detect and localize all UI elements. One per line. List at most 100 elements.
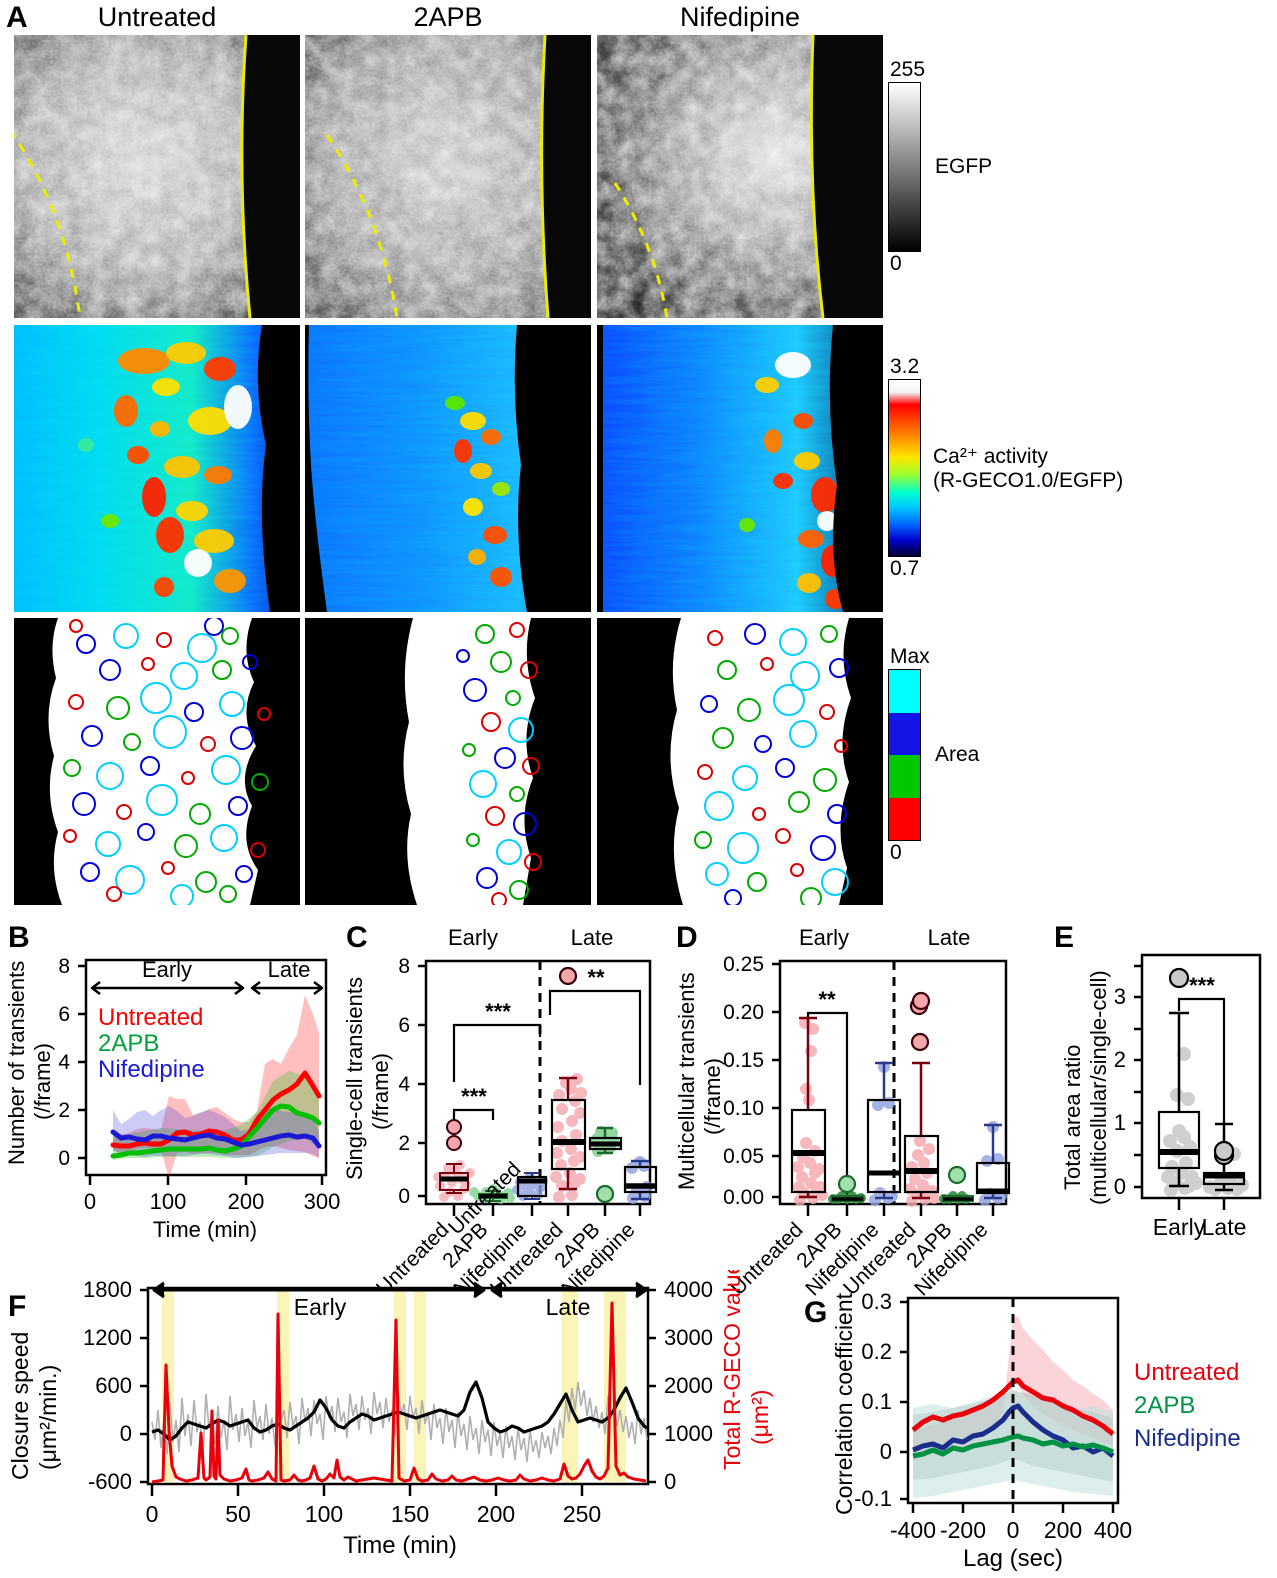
colorbar-ca-min: 0.7 [890, 557, 920, 580]
colorbar-area-min: 0 [890, 841, 902, 864]
panel-d: D Multicellular transients (/frame) Earl… [672, 915, 1022, 1275]
panel-g-ylabel: Correlation coefficient [831, 1292, 857, 1515]
svg-text:1800: 1800 [83, 1277, 132, 1302]
box-untreated-early [433, 1119, 475, 1202]
column-title-untreated: Untreated [97, 2, 217, 32]
panel-f-letter: F [8, 1290, 27, 1323]
panel-e-sig: *** [1189, 973, 1215, 998]
colorbar-area-label: Area [935, 743, 980, 766]
svg-text:2: 2 [398, 1132, 410, 1155]
svg-text:6: 6 [58, 1003, 70, 1026]
colorbar-egfp-min: 0 [890, 252, 902, 275]
panel-f-phase-early: Early [294, 1294, 347, 1320]
panel-c-ylabel-line1: Single-cell transients [342, 977, 367, 1180]
svg-text:600: 600 [95, 1373, 132, 1398]
box-e-late [1202, 1122, 1249, 1196]
panel-d-group-early: Early [799, 925, 849, 950]
svg-text:0.10: 0.10 [723, 1097, 764, 1120]
svg-text:100: 100 [150, 1189, 187, 1214]
colorbar-egfp: 255 EGFP 0 [888, 58, 992, 276]
panel-e-chart: Total area ratio (multicellular/single-c… [1060, 953, 1262, 1240]
svg-text:0: 0 [398, 1185, 410, 1208]
panel-f-ylabel-left-2: (μm²/min.) [35, 1365, 61, 1470]
svg-text:-600: -600 [88, 1469, 132, 1494]
area-swatch-cyan [889, 670, 920, 713]
svg-text:200: 200 [228, 1189, 265, 1214]
box-nifedipine-late [623, 1156, 658, 1204]
panel-c-letter: C [346, 921, 368, 954]
panel-g-chart: Correlation coefficient 0.3 0.2 0.1 0 -0… [831, 1289, 1241, 1572]
svg-text:0: 0 [120, 1421, 132, 1446]
svg-text:0.1: 0.1 [861, 1389, 892, 1414]
panel-g-xlabel: Lag (sec) [963, 1545, 1063, 1572]
colorbar-area: Max Area 0 [888, 645, 979, 865]
svg-text:1200: 1200 [83, 1325, 132, 1350]
svg-text:100: 100 [305, 1501, 343, 1527]
panel-c-group-early: Early [448, 925, 498, 950]
svg-text:4000: 4000 [664, 1277, 713, 1302]
panel-b-xlabel: Time (min) [153, 1217, 257, 1242]
panel-f-ylabel-right-1: Total R-GECO value [719, 1270, 745, 1470]
panel-f-xlabel: Time (min) [343, 1532, 457, 1559]
svg-text:0: 0 [1114, 1174, 1126, 1199]
box-d-untreated-early [790, 1016, 828, 1206]
colorbar-egfp-max: 255 [890, 58, 926, 81]
svg-text:200: 200 [477, 1501, 515, 1527]
panel-d-group-late: Late [928, 925, 971, 950]
svg-text:2: 2 [1114, 1047, 1126, 1072]
panel-c-ylabel-line2: (/frame) [368, 1053, 393, 1130]
svg-text:0.20: 0.20 [723, 1001, 764, 1024]
panel-c-sig-2: *** [485, 999, 511, 1024]
panel-e: E Total area ratio (multicellular/single… [1022, 915, 1277, 1245]
svg-text:0: 0 [84, 1189, 96, 1214]
panel-b-ylabel-line1: Number of transients [4, 961, 29, 1165]
svg-text:50: 50 [225, 1501, 251, 1527]
panel-g-legend-2apb: 2APB [1134, 1392, 1195, 1419]
box-untreated-late [550, 966, 587, 1203]
colorbar-egfp-gradient [888, 82, 921, 252]
panel-b-letter: B [8, 921, 30, 954]
panel-b-chart: Number of transients (/frame) 8 6 4 2 0 … [4, 955, 340, 1242]
panel-c-group-late: Late [571, 925, 614, 950]
svg-text:0: 0 [58, 1147, 70, 1170]
colorbar-ca-max: 3.2 [890, 355, 920, 378]
svg-text:0: 0 [664, 1469, 676, 1494]
svg-text:0.05: 0.05 [723, 1145, 764, 1168]
svg-text:1000: 1000 [664, 1421, 713, 1446]
box-e-early [1157, 967, 1203, 1197]
panel-e-ylabel-line1: Total area ratio [1060, 1044, 1085, 1190]
panel-g-line-2apb [912, 1433, 1114, 1459]
micrograph-ca-untreated [14, 325, 300, 612]
panel-e-xtick-late: Late [1202, 1214, 1247, 1240]
panel-b-legend-untreated: Untreated [98, 1004, 203, 1031]
micrograph-ca-2apb [305, 325, 591, 612]
panel-d-chart: Multicellular transients (/frame) Early … [674, 925, 1011, 1216]
box-d-nifedipine-late [975, 1121, 1011, 1206]
panel-g: G Correlation coefficient 0.3 0.2 0.1 0 … [790, 1270, 1277, 1573]
micrograph-egfp-2apb [305, 35, 591, 318]
colorbar-area-swatches [888, 669, 921, 841]
panel-e-ylabel-line2: (multicellular/single-cell) [1086, 970, 1111, 1205]
column-title-nifedipine: Nifedipine [679, 2, 801, 32]
svg-text:0.15: 0.15 [723, 1049, 764, 1072]
panel-f-chart: Closure speed (μm²/min.) Total R-GECO va… [7, 1262, 773, 1559]
box-d-untreated-late [903, 991, 940, 1207]
panel-g-legend-untreated: Untreated [1134, 1359, 1239, 1386]
box-d-2apb-early [828, 1174, 866, 1204]
panel-g-letter: G [804, 1296, 828, 1329]
svg-text:200: 200 [1044, 1517, 1082, 1543]
svg-text:250: 250 [563, 1501, 601, 1527]
micrograph-egfp-untreated [14, 35, 300, 318]
panel-e-letter: E [1054, 921, 1075, 954]
panel-f-ylabel-right-2: (μm²) [747, 1390, 773, 1445]
panel-f-ylabel-left-1: Closure speed [7, 1332, 33, 1480]
svg-text:0: 0 [880, 1439, 892, 1464]
svg-text:3: 3 [1114, 984, 1126, 1009]
panel-c: C Single-cell transients (/frame) Early … [340, 915, 680, 1275]
colorbar-egfp-label: EGFP [935, 155, 993, 178]
panel-c-sig-1: *** [461, 1084, 487, 1109]
column-title-2apb: 2APB [413, 2, 483, 32]
panel-e-xtick-early: Early [1153, 1214, 1206, 1240]
svg-text:-400: -400 [890, 1517, 936, 1543]
svg-text:0.3: 0.3 [861, 1289, 892, 1314]
